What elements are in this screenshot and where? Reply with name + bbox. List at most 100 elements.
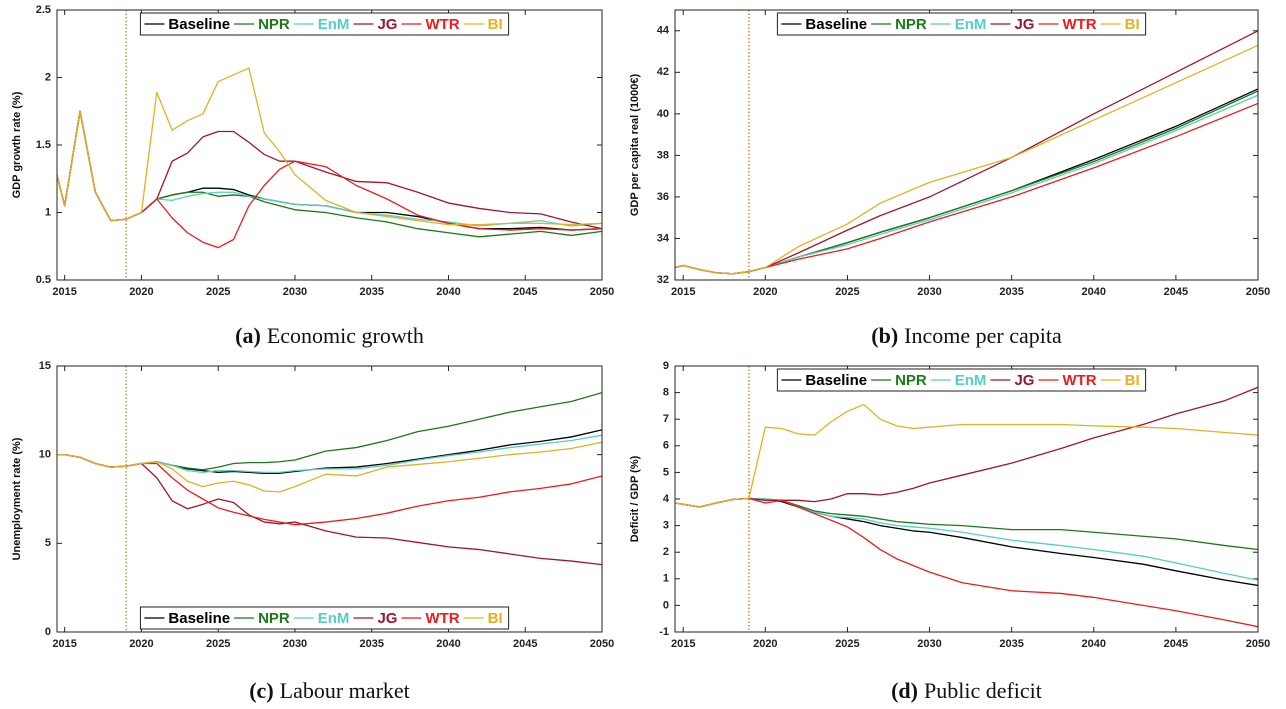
subplot: 2015 2020 2025 2030 2035 2040 2045 2050 0 5 10 15 Un…: [11, 360, 614, 703]
series-group: [675, 386, 1258, 628]
y-tick-label: 1: [45, 206, 51, 218]
y-tick-label: 0: [45, 626, 51, 638]
series-group: [57, 67, 602, 249]
legend-label: WTR: [1062, 372, 1096, 389]
legend-label: WTR: [425, 16, 459, 33]
legend: Baseline NPR EnM JG WTR BI: [139, 606, 510, 630]
caption-text: Economic growth: [267, 323, 424, 348]
x-tick-label: 2030: [917, 286, 941, 298]
x-tick-label: 2030: [283, 638, 307, 650]
y-tick-label: 1: [663, 573, 669, 585]
y-tick-label: 44: [657, 25, 670, 37]
legend-box: [776, 368, 1147, 392]
y-tick-label: 15: [39, 360, 51, 372]
x-tick-label: 2045: [513, 286, 537, 298]
y-tick-label: 9: [663, 360, 669, 372]
axes-frame: [674, 9, 1259, 281]
caption-text: Labour market: [280, 678, 410, 703]
legend-label: Baseline: [168, 16, 230, 33]
x-tick-label: 2015: [52, 286, 76, 298]
caption: (a) Economic growth: [235, 323, 424, 348]
x-tick-label: 2040: [436, 286, 460, 298]
legend-label: BI: [488, 16, 503, 33]
legend-label: BI: [1125, 372, 1140, 389]
y-tick-label: 8: [663, 387, 669, 399]
x-tick-label: 2035: [359, 638, 383, 650]
x-tick-label: 2040: [1082, 286, 1106, 298]
legend-box: [139, 12, 510, 36]
subplot: 2015 2020 2025 2030 2035 2040 2045 2050 32 34 36 38…: [629, 9, 1270, 348]
y-tick-label: 6: [663, 440, 669, 452]
x-tick-label: 2025: [835, 286, 859, 298]
plot-area: [57, 10, 602, 280]
x-tick-label: 2025: [835, 638, 859, 650]
y-tick-label: 0.5: [36, 274, 51, 286]
legend-label: Baseline: [805, 16, 867, 33]
caption-label: (a): [235, 323, 261, 348]
y-axis-label: GDP per capita real (1000€): [629, 74, 641, 217]
subplot: 2015 2020 2025 2030 2035 2040 2045 2050 -1 0 1 2 3 4 5…: [629, 360, 1270, 703]
legend: Baseline NPR EnM JG WTR BI: [139, 12, 510, 36]
y-tick-label: 40: [657, 108, 669, 120]
plot-area: [57, 366, 602, 632]
x-tick-label: 2045: [1164, 638, 1188, 650]
y-axis-label: Unemployment rate (%): [11, 437, 23, 560]
y-tick-label: 2: [663, 546, 669, 558]
legend-label: NPR: [258, 16, 290, 33]
caption: (c) Labour market: [249, 678, 410, 703]
y-tick-label: 3: [663, 520, 669, 532]
y-tick-label: 1.5: [36, 139, 51, 151]
y-tick-label: 32: [657, 274, 669, 286]
x-tick-label: 2040: [436, 638, 460, 650]
x-tick-label: 2020: [753, 286, 777, 298]
legend: Baseline NPR EnM JG WTR BI: [776, 368, 1147, 392]
x-tick-label: 2030: [283, 286, 307, 298]
axes-frame: [56, 365, 603, 633]
x-tick-label: 2025: [206, 286, 230, 298]
y-tick-label: 38: [657, 149, 669, 161]
x-tick-label: 2050: [1246, 286, 1270, 298]
subplot: 2015 2020 2025 2030 2035 2040 2045 2050 0.5 1 1.5 2…: [11, 4, 614, 348]
caption: (b) Income per capita: [871, 323, 1062, 348]
y-tick-label: 2.5: [36, 4, 51, 16]
legend-label: JG: [377, 610, 397, 627]
series-line: [675, 44, 1258, 275]
plot-area: [675, 10, 1258, 280]
legend-label: EnM: [318, 16, 350, 33]
legend-label: JG: [1014, 16, 1034, 33]
y-tick-label: 5: [45, 537, 51, 549]
legend-label: EnM: [955, 16, 987, 33]
x-tick-label: 2025: [206, 638, 230, 650]
y-axis-label: GDP growth rate (%): [11, 91, 23, 198]
legend-label: Baseline: [168, 610, 230, 627]
series-line: [57, 67, 602, 226]
x-tick-label: 2015: [52, 638, 76, 650]
legend-label: EnM: [318, 610, 350, 627]
legend-label: Baseline: [805, 372, 867, 389]
x-tick-label: 2020: [753, 638, 777, 650]
legend-label: JG: [1014, 372, 1034, 389]
caption-label: (c): [249, 678, 273, 703]
x-tick-label: 2015: [671, 286, 695, 298]
x-tick-label: 2045: [1164, 286, 1188, 298]
legend-label: WTR: [425, 610, 459, 627]
x-tick-label: 2035: [999, 638, 1023, 650]
legend-label: BI: [488, 610, 503, 627]
x-tick-label: 2020: [129, 638, 153, 650]
legend-label: NPR: [895, 372, 927, 389]
caption-text: Public deficit: [924, 678, 1042, 703]
legend-label: BI: [1125, 16, 1140, 33]
x-tick-label: 2030: [917, 638, 941, 650]
caption-text: Income per capita: [904, 323, 1062, 348]
x-tick-label: 2050: [1246, 638, 1270, 650]
x-tick-label: 2020: [129, 286, 153, 298]
x-tick-label: 2035: [359, 286, 383, 298]
series-group: [675, 30, 1258, 275]
x-tick-label: 2035: [999, 286, 1023, 298]
series-group: [57, 391, 602, 566]
legend-box: [139, 606, 510, 630]
series-line: [57, 441, 602, 493]
y-tick-label: 36: [657, 191, 669, 203]
legend-label: EnM: [955, 372, 987, 389]
